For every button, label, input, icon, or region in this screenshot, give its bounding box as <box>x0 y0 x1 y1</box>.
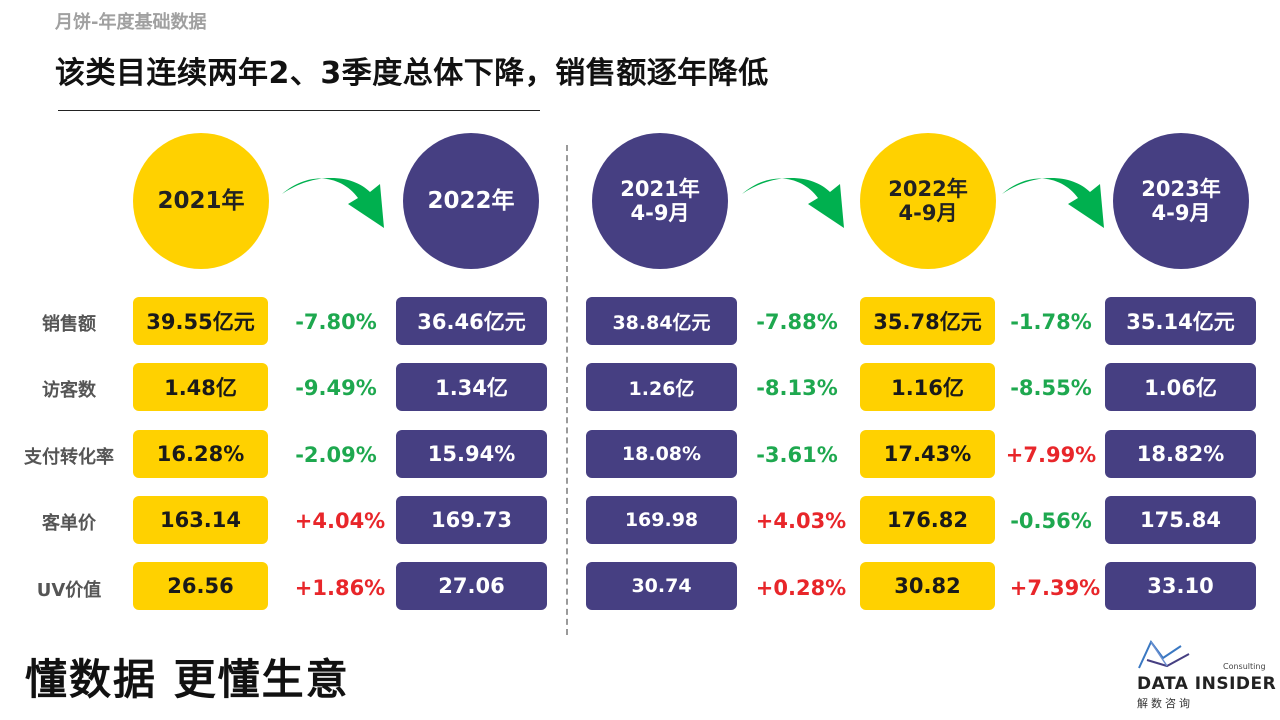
logo-cn-name: 解数咨询 <box>1137 697 1193 710</box>
row-label: 销售额 <box>42 314 96 335</box>
circle-2021-label: 2021年 <box>157 187 245 214</box>
logo-consulting: Consulting <box>1223 662 1266 671</box>
arrow-icon-1 <box>282 178 384 228</box>
page-title: 该类目连续两年2、3季度总体下降，销售额逐年降低 <box>55 56 769 91</box>
value-2023-apr-sep: 175.84 <box>1105 496 1256 544</box>
change-2022-2023-apr-sep: +7.39% <box>1009 576 1101 600</box>
section-divider <box>566 145 568 635</box>
row-label: 支付转化率 <box>24 447 114 468</box>
value-2023-apr-sep: 18.82% <box>1105 430 1256 478</box>
circle-2021-apr-sep-label: 2021年 4-9月 <box>620 176 700 225</box>
row-label: 访客数 <box>42 380 96 401</box>
circle-2021: 2021年 <box>133 133 269 269</box>
data-insider-logo: Consulting DATA INSIDER 解数咨询 <box>1135 640 1276 710</box>
value-2022: 15.94% <box>396 430 547 478</box>
value-2022-apr-sep: 35.78亿元 <box>860 297 995 345</box>
value-2022-apr-sep: 30.82 <box>860 562 995 610</box>
circle-2022: 2022年 <box>403 133 539 269</box>
circle-2023-apr-sep: 2023年 4-9月 <box>1113 133 1249 269</box>
page-subtitle: 月饼-年度基础数据 <box>55 12 207 33</box>
value-2021-apr-sep: 38.84亿元 <box>586 297 737 345</box>
value-2021: 26.56 <box>133 562 268 610</box>
row-label: 客单价 <box>42 513 96 534</box>
value-2021: 1.48亿 <box>133 363 268 411</box>
change-2021-2022: -7.80% <box>295 310 377 334</box>
logo-mark-icon <box>1138 640 1190 669</box>
change-2021-2022-apr-sep: +0.28% <box>755 576 847 600</box>
change-2021-2022-apr-sep: -3.61% <box>756 443 838 467</box>
slogan: 懂数据 更懂生意 <box>25 655 350 704</box>
change-2021-2022: +1.86% <box>294 576 386 600</box>
value-2023-apr-sep: 35.14亿元 <box>1105 297 1256 345</box>
arrow-icon-3 <box>1002 178 1104 228</box>
change-2021-2022-apr-sep: -7.88% <box>756 310 838 334</box>
value-2021-apr-sep: 169.98 <box>586 496 737 544</box>
value-2022: 36.46亿元 <box>396 297 547 345</box>
value-2023-apr-sep: 1.06亿 <box>1105 363 1256 411</box>
value-2022: 27.06 <box>396 562 547 610</box>
title-underline <box>58 110 540 111</box>
row-label: UV价值 <box>36 580 102 601</box>
circle-2023-apr-sep-label: 2023年 4-9月 <box>1141 176 1221 225</box>
value-2022-apr-sep: 176.82 <box>860 496 995 544</box>
value-2021-apr-sep: 1.26亿 <box>586 363 737 411</box>
change-2021-2022-apr-sep: +4.03% <box>755 509 847 533</box>
change-2022-2023-apr-sep: -0.56% <box>1010 509 1092 533</box>
value-2021-apr-sep: 18.08% <box>586 430 737 478</box>
value-2023-apr-sep: 33.10 <box>1105 562 1256 610</box>
value-2021: 16.28% <box>133 430 268 478</box>
value-2022-apr-sep: 17.43% <box>860 430 995 478</box>
change-2022-2023-apr-sep: -8.55% <box>1010 376 1092 400</box>
change-2021-2022: -2.09% <box>295 443 377 467</box>
change-2022-2023-apr-sep: -1.78% <box>1010 310 1092 334</box>
circle-2022-apr-sep: 2022年 4-9月 <box>860 133 996 269</box>
value-2021: 39.55亿元 <box>133 297 268 345</box>
value-2021-apr-sep: 30.74 <box>586 562 737 610</box>
circle-2022-apr-sep-label: 2022年 4-9月 <box>888 176 968 225</box>
value-2021: 163.14 <box>133 496 268 544</box>
change-2021-2022: +4.04% <box>294 509 386 533</box>
arrow-icon-2 <box>742 178 844 228</box>
value-2022-apr-sep: 1.16亿 <box>860 363 995 411</box>
value-2022: 169.73 <box>396 496 547 544</box>
logo-name: DATA INSIDER <box>1137 674 1277 694</box>
circle-2022-label: 2022年 <box>427 187 515 214</box>
circle-2021-apr-sep: 2021年 4-9月 <box>592 133 728 269</box>
value-2022: 1.34亿 <box>396 363 547 411</box>
change-2021-2022: -9.49% <box>295 376 377 400</box>
change-2022-2023-apr-sep: +7.99% <box>1005 443 1097 467</box>
change-2021-2022-apr-sep: -8.13% <box>756 376 838 400</box>
